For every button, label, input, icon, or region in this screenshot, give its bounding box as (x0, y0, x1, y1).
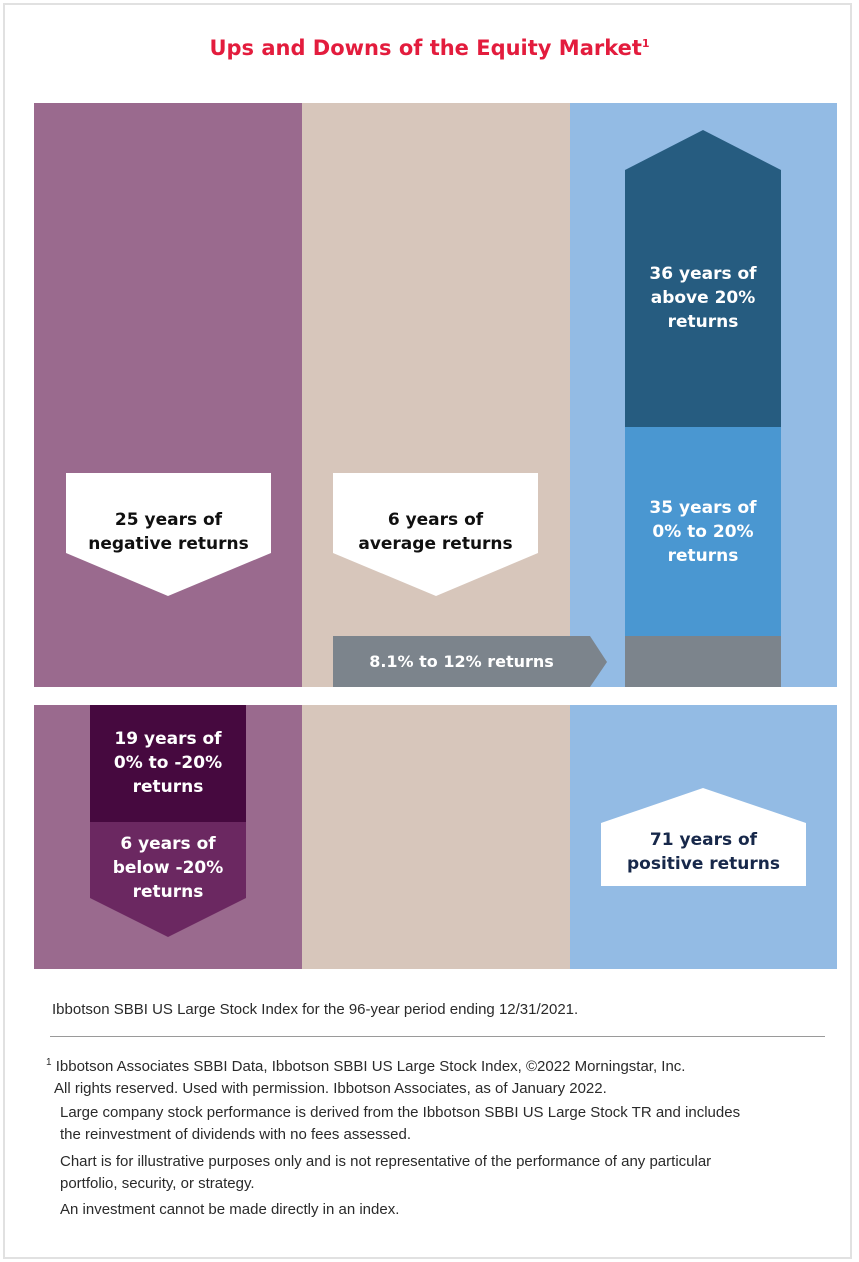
average-returns-label: 6 years of average returns (333, 508, 538, 556)
negative-line1: 25 years of (114, 510, 223, 530)
footnote-3-line1: Chart is for illustrative purposes only … (60, 1153, 712, 1170)
page-title: Ups and Downs of the Equity Market1 (0, 36, 859, 60)
positive-line1: 71 years of (649, 830, 758, 850)
above-20-line3: returns (667, 312, 739, 332)
zero-to-20-line3: returns (667, 546, 739, 566)
footnote-1: 1 Ibbotson Associates SBBI Data, Ibbotso… (46, 1052, 685, 1100)
average-range-arrow (333, 636, 607, 687)
zero-to-20-line1: 35 years of (649, 498, 757, 518)
zero-to-neg20-line3: returns (132, 777, 204, 797)
footnote-4: An investment cannot be made directly in… (60, 1201, 400, 1218)
above-20-arrow (625, 130, 781, 427)
positive-label-arrow (601, 788, 806, 886)
below-neg20-arrow (90, 822, 246, 937)
below-neg20-line1: 6 years of (120, 834, 216, 854)
footnote-1-line1-text: Ibbotson Associates SBBI Data, Ibbotson … (55, 1058, 686, 1075)
average-line2: average returns (358, 534, 513, 554)
footnote-divider (50, 1036, 825, 1037)
below-neg20-label: 6 years of below -20% returns (90, 832, 246, 904)
negative-line2: negative returns (88, 534, 249, 554)
zero-to-neg20-label: 19 years of 0% to -20% returns (90, 727, 246, 799)
average-label-arrow (333, 473, 538, 596)
average-range-label: 8.1% to 12% returns (333, 650, 590, 674)
positive-returns-label: 71 years of positive returns (601, 828, 806, 876)
footnote-1-line2: All rights reserved. Used with permissio… (54, 1080, 607, 1097)
above-20-label: 36 years of above 20% returns (625, 262, 781, 334)
zero-to-neg20-line2: 0% to -20% (113, 753, 223, 773)
negative-returns-label: 25 years of negative returns (66, 508, 271, 556)
title-footnote-mark: 1 (641, 37, 650, 50)
footnote-1-line1: 1 Ibbotson Associates SBBI Data, Ibbotso… (46, 1052, 685, 1078)
zero-to-20-label: 35 years of 0% to 20% returns (625, 496, 781, 568)
average-range-text: 8.1% to 12% returns (369, 652, 554, 671)
above-20-line1: 36 years of (649, 264, 757, 284)
page-frame (3, 3, 852, 1259)
negative-label-arrow (66, 473, 271, 596)
title-text: Ups and Downs of the Equity Market (209, 36, 642, 60)
footnote-3: Chart is for illustrative purposes only … (60, 1151, 711, 1195)
footnote-2-line1: Large company stock performance is deriv… (60, 1104, 741, 1121)
source-note: Ibbotson SBBI US Large Stock Index for t… (52, 1001, 579, 1018)
above-20-line2: above 20% (650, 288, 756, 308)
zero-to-20-block (625, 427, 781, 636)
footnote-1-mark: 1 (46, 1057, 52, 1068)
footnote-2: Large company stock performance is deriv… (60, 1102, 740, 1146)
below-neg20-line2: below -20% (112, 858, 224, 878)
footnote-2-line2: the reinvestment of dividends with no fe… (60, 1126, 412, 1143)
average-column-segment (625, 636, 781, 687)
positive-line2: positive returns (626, 854, 781, 874)
footnote-3-line2: portfolio, security, or strategy. (60, 1175, 255, 1192)
average-band-lower (302, 705, 570, 969)
average-line1: 6 years of (387, 510, 484, 530)
zero-to-20-line2: 0% to 20% (652, 522, 754, 542)
zero-to-neg20-block (90, 705, 246, 822)
below-neg20-line3: returns (132, 882, 204, 902)
zero-to-neg20-line1: 19 years of (114, 729, 222, 749)
